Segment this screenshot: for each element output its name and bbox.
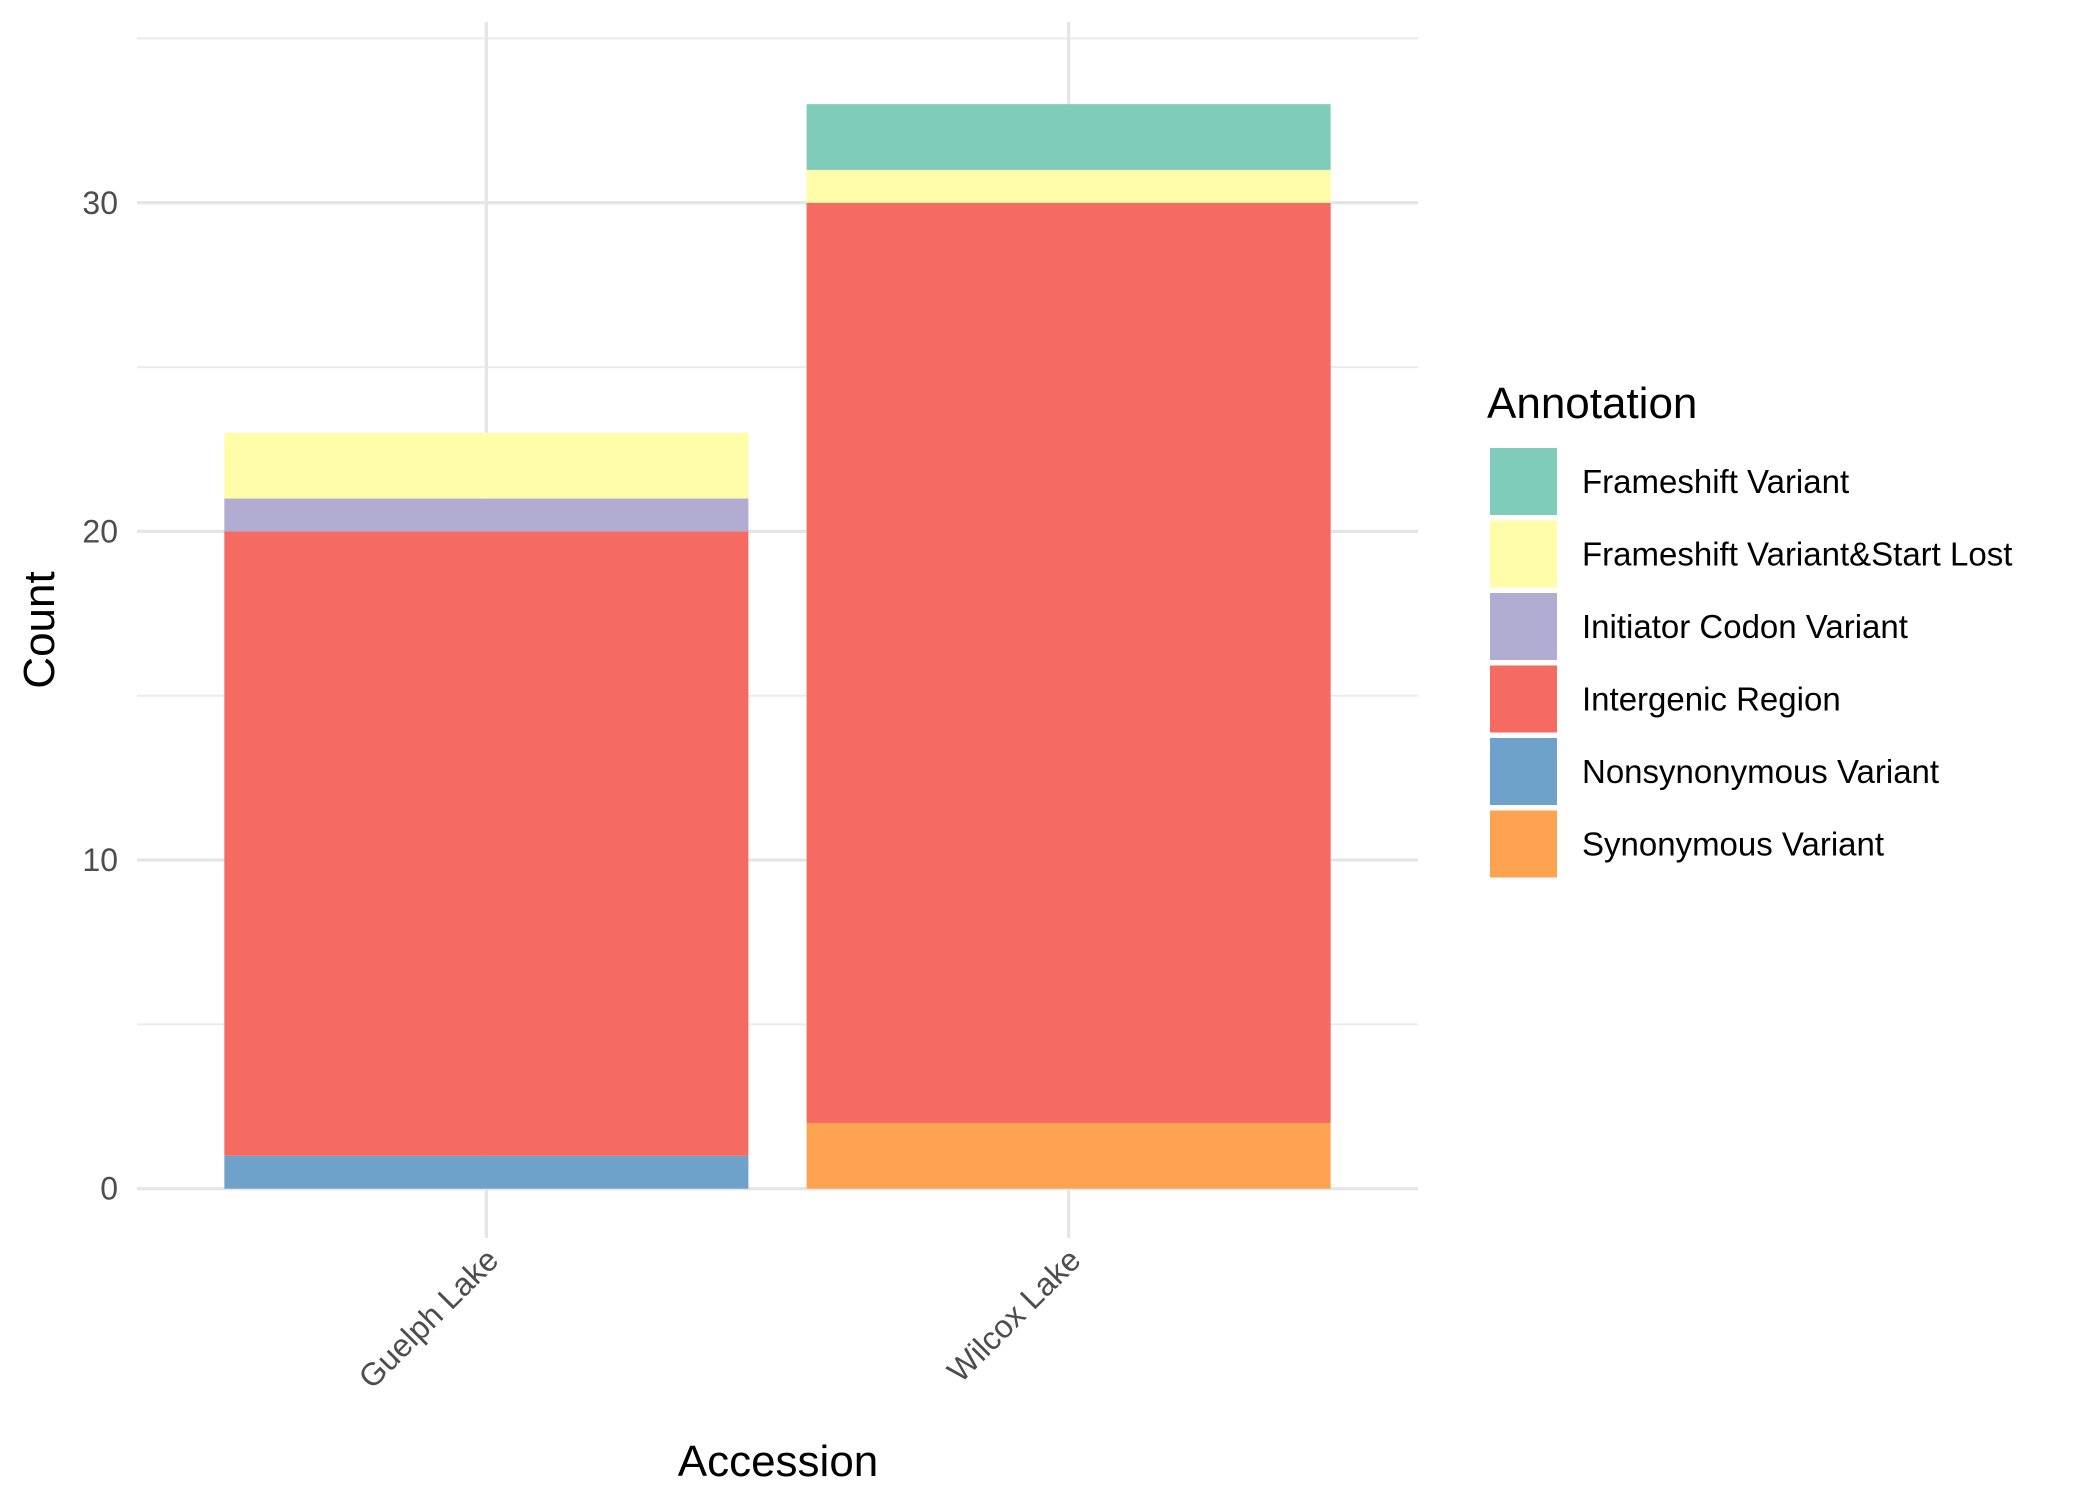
legend-label-nonsynonymous-variant: Nonsynonymous Variant (1582, 753, 1939, 790)
legend-label-frameshift-variant-start-lost: Frameshift Variant&Start Lost (1582, 536, 2012, 573)
legend-key-nonsynonymous-variant (1490, 738, 1557, 805)
y-axis-title: Count (15, 571, 64, 688)
legend-key-initiator-codon-variant (1490, 593, 1557, 660)
bar-segment-guelph-lake-intergenic-region (224, 531, 749, 1156)
legend-label-initiator-codon-variant: Initiator Codon Variant (1582, 608, 1908, 645)
bar-segment-guelph-lake-nonsynonymous-variant (224, 1155, 749, 1189)
y-tick-label: 30 (82, 185, 118, 221)
legend-key-intergenic-region (1490, 665, 1557, 733)
legend-title: Annotation (1487, 379, 1697, 428)
y-tick-label: 20 (82, 513, 118, 549)
bar-segment-wilcox-lake-frameshift-variant-start-lost (806, 169, 1331, 203)
x-tick-label-guelph-lake: Guelph Lake (352, 1241, 506, 1395)
legend-label-frameshift-variant: Frameshift Variant (1582, 463, 1849, 500)
bar-segment-wilcox-lake-synonymous-variant (806, 1122, 1331, 1189)
bar-segment-guelph-lake-frameshift-variant-start-lost (224, 432, 749, 499)
legend-label-synonymous-variant: Synonymous Variant (1582, 826, 1884, 863)
legend-label-intergenic-region: Intergenic Region (1582, 681, 1841, 718)
legend-key-frameshift-variant (1490, 448, 1557, 515)
bar-segment-guelph-lake-initiator-codon-variant (224, 498, 749, 532)
bar-segment-wilcox-lake-intergenic-region (806, 202, 1331, 1123)
legend-key-frameshift-variant-start-lost (1490, 520, 1557, 588)
x-tick-label-wilcox-lake: Wilcox Lake (940, 1241, 1087, 1388)
legend-key-synonymous-variant (1490, 810, 1557, 878)
legend: Annotation Frameshift VariantFrameshift … (1487, 379, 2012, 878)
y-tick-label: 10 (82, 842, 118, 878)
bar-segment-wilcox-lake-frameshift-variant (806, 104, 1331, 170)
x-tick-labels: Guelph Lake Wilcox Lake (352, 1241, 1088, 1395)
bar-stacks (224, 104, 1331, 1189)
y-tick-labels: 0 10 20 30 (82, 185, 118, 1207)
legend-items: Frameshift Variant Frameshift Variant&Sta… (1490, 448, 2012, 878)
x-axis-title: Accession (678, 1437, 879, 1486)
y-tick-label: 0 (100, 1171, 118, 1207)
